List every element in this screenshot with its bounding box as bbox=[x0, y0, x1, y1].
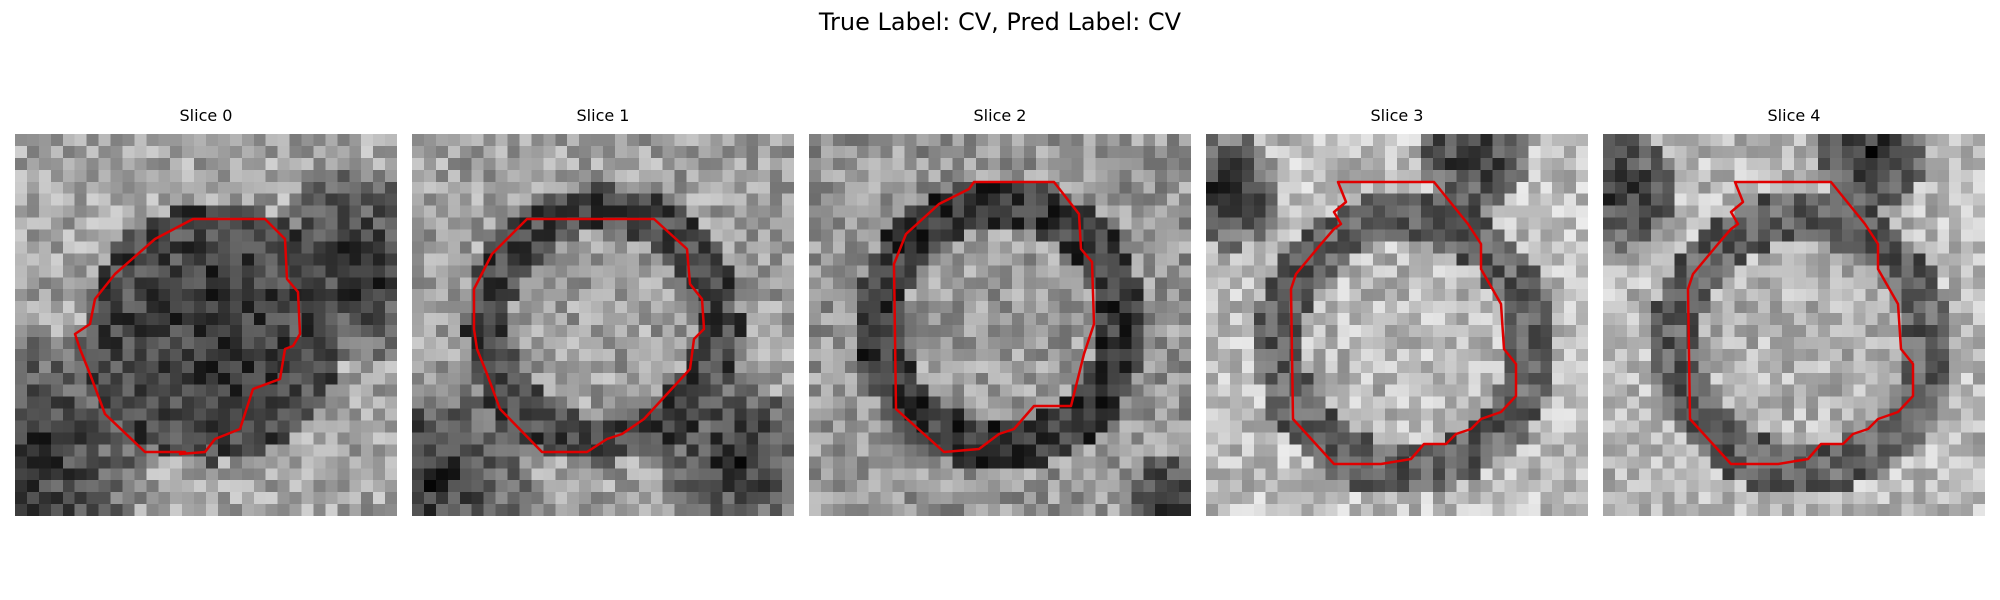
slice-image bbox=[15, 134, 397, 516]
slice-image bbox=[809, 134, 1191, 516]
segmentation-contour bbox=[472, 217, 706, 454]
segmentation-contour bbox=[73, 217, 302, 456]
slice-image bbox=[1206, 134, 1588, 516]
slice-panel: Slice 1 bbox=[412, 104, 794, 516]
slice-panel: Slice 2 bbox=[809, 104, 1191, 516]
slice-title: Slice 2 bbox=[973, 106, 1027, 125]
slice-title: Slice 3 bbox=[1370, 106, 1424, 125]
segmentation-contour bbox=[892, 180, 1096, 454]
slice-panel: Slice 4 bbox=[1603, 104, 1985, 516]
segmentation-contour bbox=[1686, 180, 1915, 466]
slice-title: Slice 0 bbox=[179, 106, 233, 125]
slice-image bbox=[412, 134, 794, 516]
figure-title: True Label: CV, Pred Label: CV bbox=[818, 8, 1182, 36]
segmentation-contour bbox=[1289, 180, 1518, 466]
slice-panel: Slice 0 bbox=[15, 104, 397, 516]
slice-title: Slice 4 bbox=[1767, 106, 1821, 125]
slice-panel: Slice 3 bbox=[1206, 104, 1588, 516]
slice-image bbox=[1603, 134, 1985, 516]
slice-title: Slice 1 bbox=[576, 106, 630, 125]
